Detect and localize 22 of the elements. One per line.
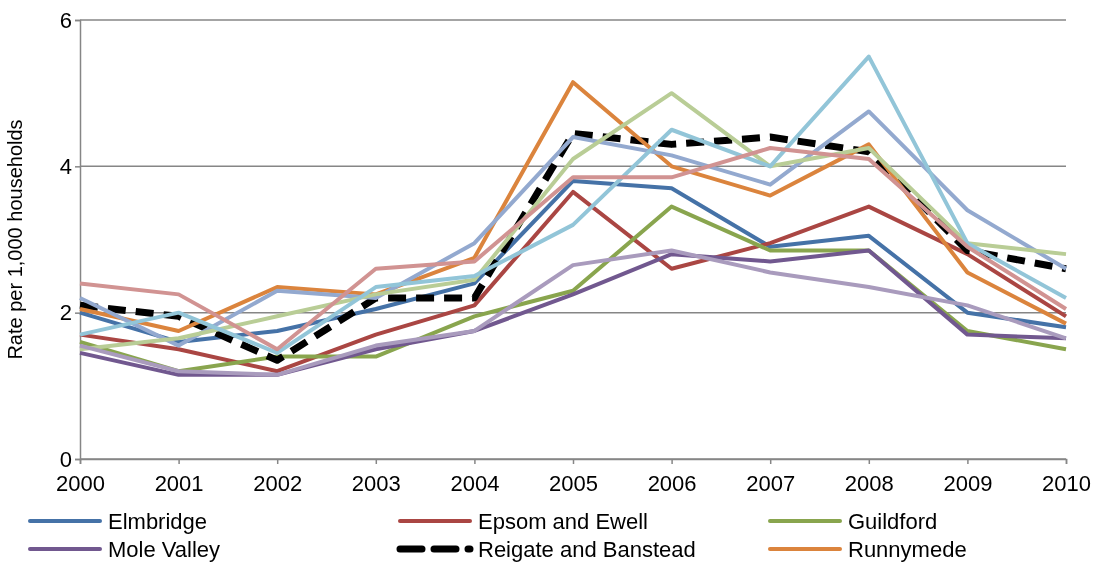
x-tick-label: 2000	[56, 471, 105, 497]
legend-label: Mole Valley	[108, 537, 221, 562]
x-tick-label: 2006	[647, 471, 697, 497]
x-tick-label: 2008	[844, 471, 894, 497]
y-tick-label: 6	[59, 7, 72, 33]
x-tick-label: 2005	[549, 471, 598, 497]
x-tick-label: 2009	[943, 471, 993, 497]
y-tick-label: 2	[59, 300, 72, 326]
x-tick-label: 2010	[1042, 471, 1091, 497]
legend-label: Epsom and Ewell	[478, 509, 648, 534]
legend-label: Elmbridge	[108, 509, 208, 534]
legend-label: Runnymede	[848, 537, 967, 562]
legend-label: Reigate and Banstead	[478, 537, 696, 562]
x-tick-label: 2007	[746, 471, 796, 497]
x-tick-label: 2002	[253, 471, 303, 497]
x-tick-label: 2003	[351, 471, 401, 497]
x-tick-label: 2001	[154, 471, 204, 497]
y-tick-label: 0	[59, 446, 72, 472]
y-tick-label: 4	[59, 153, 72, 179]
x-tick-label: 2004	[450, 471, 500, 497]
legend-label: Guildford	[848, 509, 938, 534]
y-axis-title: Rate per 1,000 households	[4, 119, 26, 360]
